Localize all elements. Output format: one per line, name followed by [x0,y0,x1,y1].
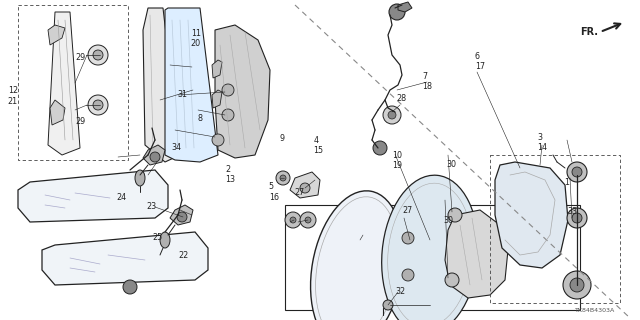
Polygon shape [212,60,222,78]
Ellipse shape [88,95,108,115]
Polygon shape [50,100,65,125]
Text: 5
16: 5 16 [269,182,279,202]
Bar [285,205,580,310]
Polygon shape [212,90,222,108]
Polygon shape [42,232,208,285]
Ellipse shape [383,300,393,310]
Polygon shape [165,8,218,162]
Bar [490,155,620,303]
Ellipse shape [567,208,587,228]
Ellipse shape [300,212,316,228]
Text: 30: 30 [447,160,457,169]
Ellipse shape [389,4,405,20]
Text: FR.: FR. [580,27,598,37]
Ellipse shape [285,212,301,228]
Text: 4
15: 4 15 [314,136,324,155]
Polygon shape [143,145,165,165]
Text: 31: 31 [178,90,188,99]
Polygon shape [170,205,193,225]
Ellipse shape [177,212,187,222]
Ellipse shape [572,213,582,223]
Ellipse shape [572,167,582,177]
Text: 9: 9 [279,134,284,143]
Ellipse shape [310,191,403,320]
Text: 10
19: 10 19 [392,151,403,170]
Text: 11
20: 11 20 [191,29,201,48]
Text: 33: 33 [567,207,577,216]
Polygon shape [495,162,568,268]
Ellipse shape [160,232,170,248]
Text: 12
21: 12 21 [8,86,18,106]
Text: 6
17: 6 17 [475,52,485,71]
Text: 1: 1 [564,178,570,187]
Ellipse shape [123,280,137,294]
Text: 32: 32 [396,287,406,296]
Ellipse shape [381,175,478,320]
Text: 25: 25 [152,233,163,242]
Ellipse shape [570,278,584,292]
Text: TK84B4303A: TK84B4303A [575,308,615,313]
Polygon shape [18,170,168,222]
Polygon shape [143,8,180,162]
Ellipse shape [88,45,108,65]
Text: 27: 27 [402,206,412,215]
Polygon shape [398,2,412,12]
Text: 29: 29 [76,53,86,62]
Polygon shape [290,172,320,198]
Text: 27: 27 [294,188,305,196]
Ellipse shape [135,170,145,186]
Ellipse shape [93,100,103,110]
Text: 23: 23 [146,202,156,211]
Text: 24: 24 [116,193,127,202]
Polygon shape [445,210,508,298]
Text: 28: 28 [397,94,407,103]
Ellipse shape [402,269,414,281]
Ellipse shape [280,175,286,181]
Ellipse shape [563,271,591,299]
Ellipse shape [448,208,462,222]
Text: 22: 22 [178,252,188,260]
Ellipse shape [373,141,387,155]
Bar [18,5,128,160]
Ellipse shape [388,111,396,119]
Ellipse shape [150,152,160,162]
Ellipse shape [300,183,310,193]
Text: 30: 30 [444,216,454,225]
Text: 29: 29 [76,117,86,126]
Polygon shape [215,25,270,158]
Ellipse shape [383,106,401,124]
Ellipse shape [276,171,290,185]
Ellipse shape [222,84,234,96]
Ellipse shape [567,162,587,182]
Ellipse shape [222,109,234,121]
Ellipse shape [290,217,296,223]
Text: 8: 8 [197,114,202,123]
Ellipse shape [212,134,224,146]
Ellipse shape [445,273,459,287]
Text: 7
18: 7 18 [422,72,433,91]
Text: 3
14: 3 14 [538,133,548,152]
Ellipse shape [305,217,311,223]
Text: 2
13: 2 13 [225,165,236,184]
Polygon shape [48,25,65,45]
Text: 34: 34 [172,143,182,152]
Ellipse shape [93,50,103,60]
Polygon shape [48,12,80,155]
Ellipse shape [402,232,414,244]
